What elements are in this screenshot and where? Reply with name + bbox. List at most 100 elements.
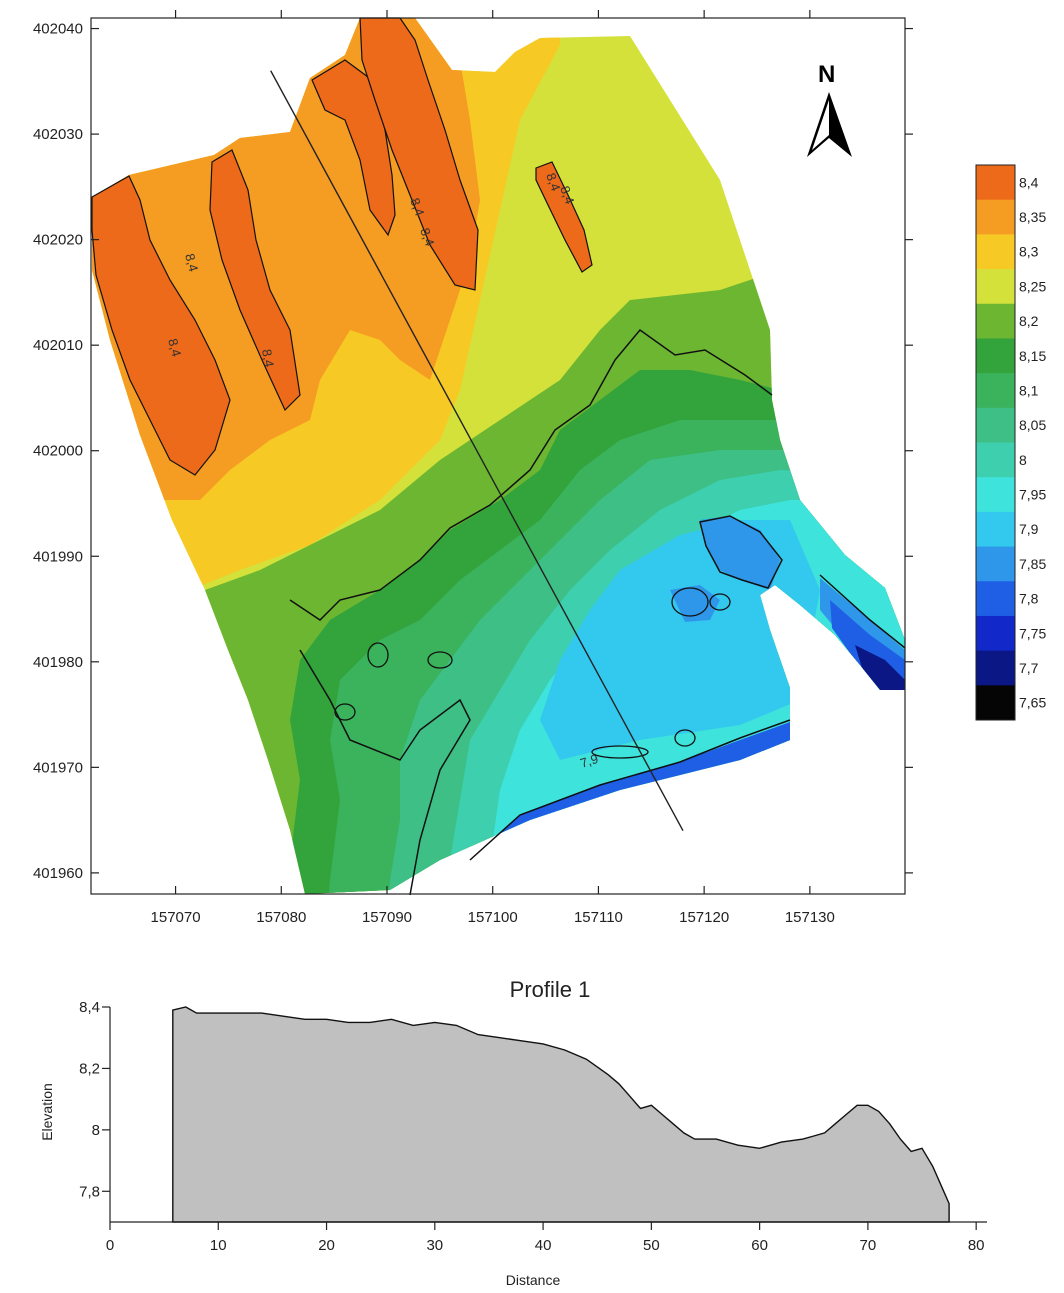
- colorbar-label: 8,35: [1019, 209, 1046, 225]
- profile-y-axis-label: Elevation: [39, 1083, 55, 1141]
- colorbar-swatch: [976, 338, 1015, 374]
- map-y-tick-labels: 402040 402030 402020 402010 402000 401990 4019…: [33, 21, 83, 882]
- colorbar-label: 8,3: [1019, 244, 1039, 260]
- profile-line: [270, 70, 684, 832]
- colorbar-label: 8,25: [1019, 278, 1046, 294]
- map-ticks: [91, 10, 913, 894]
- profile-y-tick-label: 8: [92, 1122, 100, 1139]
- map-y-tick-label: 401960: [33, 865, 83, 882]
- map-y-tick-label: 402020: [33, 232, 83, 249]
- colorbar-swatch: [976, 615, 1015, 652]
- contour-lines: [289, 328, 906, 896]
- north-arrow: N: [807, 61, 852, 157]
- profile-x-tick-label: 0: [106, 1237, 114, 1254]
- map-y-tick-label: 402030: [33, 126, 83, 143]
- contour-label: 8,4: [165, 337, 184, 358]
- colorbar-label: 7,75: [1019, 625, 1046, 641]
- contour-map: 8,4 8,4 8,4 8,4 8,4 8,4 8,4 7,9 N 157070…: [33, 10, 913, 926]
- profile-title: Profile 1: [510, 977, 591, 1002]
- colorbar-label: 8,1: [1019, 382, 1039, 398]
- contour-labels: 8,4 8,4 8,4 8,4 8,4 8,4 8,4 7,9: [165, 171, 600, 771]
- colorbar-label: 8,2: [1019, 313, 1039, 329]
- elevation-band-7-85: [700, 516, 780, 590]
- ridge-north: [359, 17, 479, 291]
- colorbar-label: 8,15: [1019, 348, 1046, 364]
- elevation-band-7-85-patch: [670, 585, 720, 622]
- map-x-tick-label: 157070: [151, 909, 201, 926]
- north-arrow-highlight: [812, 100, 829, 150]
- contour-label: 7,9: [578, 751, 600, 771]
- contour-8-15-east: [819, 574, 906, 649]
- map-x-tick-label: 157110: [574, 909, 623, 926]
- colorbar-label: 7,8: [1019, 591, 1039, 607]
- profile-ticks: [102, 1006, 977, 1230]
- profile-x-tick-label: 10: [210, 1237, 227, 1254]
- colorbar-label: 7,65: [1019, 695, 1046, 711]
- colorbar-swatch: [976, 165, 1015, 201]
- colorbar-swatch: [976, 442, 1015, 478]
- contour-8-15-south: [299, 649, 471, 896]
- profile-y-tick-labels: 7,8 8 8,2 8,4: [79, 999, 100, 1200]
- colorbar-swatch: [976, 685, 1015, 721]
- colorbar-frame: [975, 164, 1016, 721]
- contour-ring: [709, 593, 731, 611]
- contour-8-15: [289, 328, 773, 621]
- map-x-tick-label: 157120: [679, 909, 729, 926]
- colorbar-label: 7,95: [1019, 487, 1046, 503]
- high-ridges: [91, 17, 593, 476]
- contour-ring: [334, 703, 356, 721]
- profile-x-tick-label: 30: [426, 1237, 443, 1254]
- elevation-band-7-7-east: [855, 645, 905, 690]
- profile-y-tick-label: 7,8: [79, 1183, 100, 1200]
- colorbar-label: 8,05: [1019, 417, 1046, 433]
- contour-label: 8,4: [259, 348, 277, 368]
- colorbar-swatch: [976, 303, 1015, 339]
- colorbar-swatch: [976, 407, 1015, 443]
- map-y-tick-label: 402010: [33, 337, 83, 354]
- contour-label: 8,4: [182, 252, 201, 273]
- profile-x-tick-label: 60: [751, 1237, 768, 1254]
- map-x-tick-label: 157100: [468, 909, 518, 926]
- colorbar-swatch: [976, 546, 1015, 582]
- ridge-west-outer: [91, 175, 231, 476]
- colorbar-swatch: [976, 581, 1015, 617]
- map-x-tick-label: 157130: [785, 909, 835, 926]
- ridge-northeast: [535, 161, 593, 273]
- profile-x-tick-labels: 0 10 20 30 40 50 60 70 80: [106, 1237, 985, 1254]
- ridge-west-inner: [209, 149, 301, 412]
- profile-x-axis-label: Distance: [506, 1272, 561, 1288]
- profile-x-tick-label: 20: [318, 1237, 335, 1254]
- contour-ring: [671, 587, 709, 617]
- colorbar-swatch: [976, 373, 1015, 409]
- contour-ring: [674, 729, 696, 747]
- contour-rings: [334, 587, 731, 759]
- contour-7-85: [699, 515, 783, 589]
- map-x-tick-label: 157080: [256, 909, 306, 926]
- map-y-tick-label: 402000: [33, 443, 83, 460]
- contour-ring: [591, 745, 649, 759]
- profile-y-tick-label: 8,4: [79, 999, 100, 1016]
- contour-label: 8,4: [407, 196, 427, 218]
- elevation-band-8-25-ne-ridge: [575, 40, 610, 70]
- colorbar-swatch: [976, 477, 1015, 513]
- colorbar-swatch: [976, 234, 1015, 270]
- colorbar-label: 7,9: [1019, 521, 1039, 537]
- profile-x-tick-label: 70: [860, 1237, 877, 1254]
- contour-ring: [427, 651, 453, 669]
- contour-ring: [367, 642, 389, 668]
- colorbar-swatch: [976, 650, 1015, 686]
- profile-x-tick-label: 80: [968, 1237, 985, 1254]
- profile-y-tick-label: 8,2: [79, 1060, 100, 1077]
- map-y-tick-label: 401980: [33, 654, 83, 671]
- map-y-tick-label: 402040: [33, 21, 83, 38]
- map-y-tick-label: 401990: [33, 548, 83, 565]
- profile-x-tick-label: 40: [535, 1237, 552, 1254]
- contour-label: 8,4: [557, 184, 577, 206]
- profile-x-tick-label: 50: [643, 1237, 660, 1254]
- colorbar: 8,4 8,35 8,3 8,25 8,2 8,15 8,1 8,05 8 7,95 7,9 7,85…: [975, 164, 1046, 721]
- colorbar-swatch: [976, 511, 1015, 548]
- contour-label: 8,4: [417, 226, 437, 248]
- contour-label: 8,4: [543, 171, 563, 193]
- map-x-tick-label: 157090: [362, 909, 412, 926]
